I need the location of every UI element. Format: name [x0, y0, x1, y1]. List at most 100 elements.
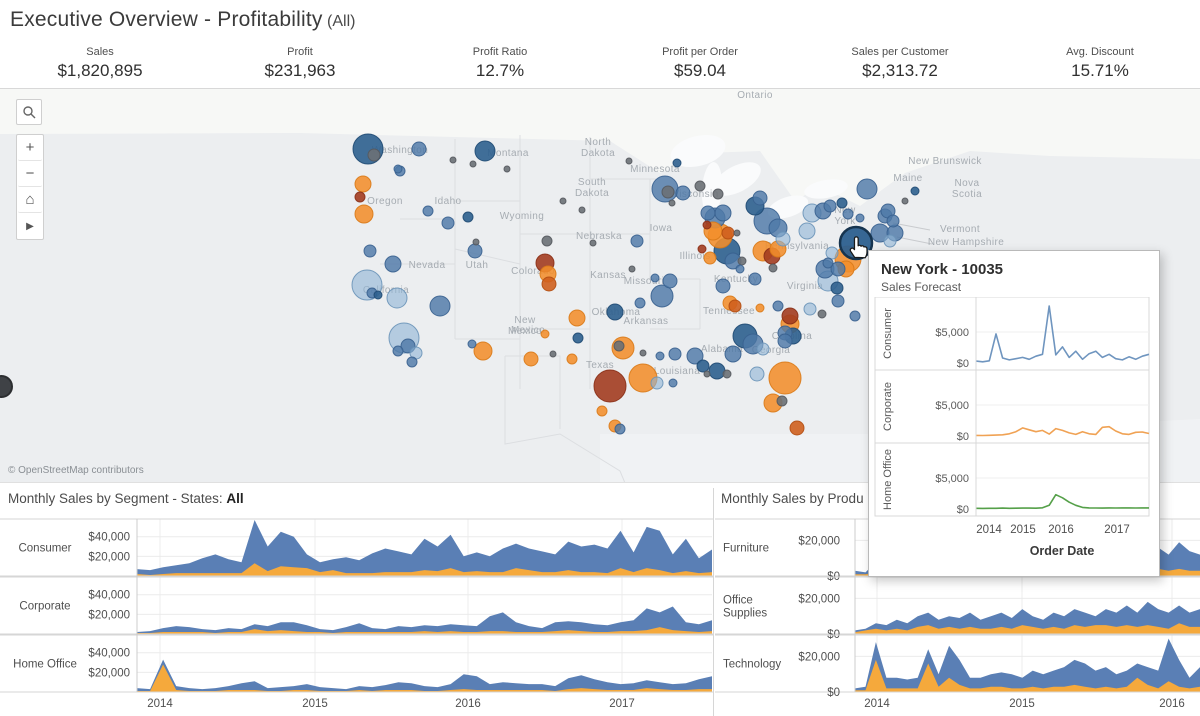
- map-bubble[interactable]: [566, 353, 578, 365]
- map-bubble[interactable]: [703, 251, 717, 265]
- map-bubble[interactable]: [634, 297, 646, 309]
- map-bubble[interactable]: [596, 405, 608, 417]
- map-bubble[interactable]: [700, 205, 716, 221]
- map-bubble[interactable]: [650, 273, 660, 283]
- map-bubble[interactable]: [474, 140, 496, 162]
- map-bubble[interactable]: [825, 246, 839, 260]
- map-bubble[interactable]: [572, 332, 584, 344]
- map-bubble[interactable]: [354, 175, 372, 193]
- map-bubble[interactable]: [776, 395, 788, 407]
- map-bubble[interactable]: [406, 356, 418, 368]
- map-bubble[interactable]: [650, 284, 674, 308]
- map-bubble[interactable]: [668, 378, 678, 388]
- map-bubble[interactable]: [373, 290, 383, 300]
- map-bubble[interactable]: [822, 257, 834, 269]
- map-bubble[interactable]: [675, 185, 691, 201]
- map-bubble[interactable]: [772, 300, 784, 312]
- map-bubble[interactable]: [775, 231, 791, 247]
- area-sales-0[interactable]: [137, 520, 712, 576]
- map-bubble[interactable]: [798, 222, 816, 240]
- map-bubble[interactable]: [462, 211, 474, 223]
- area-second-2[interactable]: [137, 664, 712, 693]
- area-second-2[interactable]: [855, 659, 1200, 692]
- map-bubble[interactable]: [737, 256, 747, 266]
- map-bubble[interactable]: [523, 351, 539, 367]
- area-sales-1[interactable]: [137, 606, 712, 635]
- kpi-value[interactable]: $231,963: [264, 61, 336, 80]
- map-bubble[interactable]: [735, 264, 745, 274]
- map-bubble[interactable]: [354, 204, 374, 224]
- area-second-1[interactable]: [855, 623, 1200, 634]
- map-bubble[interactable]: [363, 244, 377, 258]
- map-bubble[interactable]: [662, 273, 678, 289]
- map-bubble[interactable]: [910, 186, 920, 196]
- map-bubble[interactable]: [613, 340, 625, 352]
- map-bubble[interactable]: [856, 178, 878, 200]
- map-bubble[interactable]: [728, 299, 742, 313]
- map-bubble[interactable]: [422, 205, 434, 217]
- map-bubble[interactable]: [748, 272, 762, 286]
- map-bubble[interactable]: [441, 216, 455, 230]
- kpi-value[interactable]: $1,820,895: [57, 61, 143, 80]
- map-bubble[interactable]: [628, 265, 636, 273]
- map-bubble[interactable]: [722, 369, 732, 379]
- map-bubble[interactable]: [568, 309, 586, 327]
- map-bubble[interactable]: [694, 180, 706, 192]
- map-bubble[interactable]: [817, 309, 827, 319]
- kpi-value[interactable]: 12.7%: [475, 61, 525, 80]
- map-bubble[interactable]: [467, 243, 483, 259]
- map-bubble[interactable]: [703, 370, 711, 378]
- map-bubble[interactable]: [503, 165, 511, 173]
- area-second-0[interactable]: [137, 563, 712, 576]
- map-bubble[interactable]: [606, 303, 624, 321]
- map-bubble[interactable]: [449, 156, 457, 164]
- map-bubble[interactable]: [549, 350, 557, 358]
- map-bubble[interactable]: [781, 307, 799, 325]
- map-bubble[interactable]: [540, 329, 550, 339]
- map-bubble[interactable]: [578, 206, 586, 214]
- map-bubble[interactable]: [901, 197, 909, 205]
- map-bubble[interactable]: [768, 361, 802, 395]
- map-bubble[interactable]: [733, 229, 741, 237]
- map-bubble[interactable]: [625, 157, 633, 165]
- map-bubble[interactable]: [755, 303, 765, 313]
- map-bubble[interactable]: [803, 302, 817, 316]
- map-bubble[interactable]: [668, 347, 682, 361]
- map-bubble[interactable]: [789, 420, 805, 436]
- kpi-value[interactable]: 15.71%: [1071, 61, 1129, 80]
- map-bubble[interactable]: [715, 278, 731, 294]
- map-bubble[interactable]: [384, 255, 402, 273]
- map-bubble[interactable]: [831, 294, 845, 308]
- map-bubble[interactable]: [696, 359, 710, 373]
- map-bubble[interactable]: [655, 351, 665, 361]
- map-bubble[interactable]: [830, 281, 844, 295]
- map-search-button[interactable]: [16, 99, 42, 125]
- area-sales-2[interactable]: [137, 659, 712, 692]
- map-bubble[interactable]: [668, 199, 676, 207]
- map-bubble[interactable]: [614, 423, 626, 435]
- map-bubble[interactable]: [823, 199, 837, 213]
- map-bubble[interactable]: [777, 333, 793, 349]
- map-bubble[interactable]: [830, 261, 846, 277]
- map-bubble[interactable]: [639, 349, 647, 357]
- map-bubble[interactable]: [756, 342, 770, 356]
- kpi-value[interactable]: $2,313.72: [862, 61, 938, 80]
- map-bubble[interactable]: [721, 226, 735, 240]
- map-bubble[interactable]: [708, 362, 726, 380]
- area-sales-2[interactable]: [855, 638, 1200, 692]
- pan-button[interactable]: ▶: [18, 213, 42, 239]
- map-bubble[interactable]: [589, 239, 597, 247]
- map-bubble[interactable]: [467, 339, 477, 349]
- map-bubble[interactable]: [686, 347, 704, 365]
- map-bubble[interactable]: [354, 191, 366, 203]
- zoom-in-button[interactable]: +: [18, 135, 42, 161]
- zoom-out-button[interactable]: −: [18, 161, 42, 187]
- kpi-value[interactable]: $59.04: [674, 61, 726, 80]
- map-bubble[interactable]: [883, 234, 897, 248]
- home-button[interactable]: ⌂: [18, 187, 42, 213]
- map-bubble[interactable]: [672, 158, 682, 168]
- map-bubble[interactable]: [472, 238, 480, 246]
- map-bubble[interactable]: [836, 197, 848, 209]
- area-second-1[interactable]: [137, 627, 712, 634]
- map-bubble[interactable]: [429, 295, 451, 317]
